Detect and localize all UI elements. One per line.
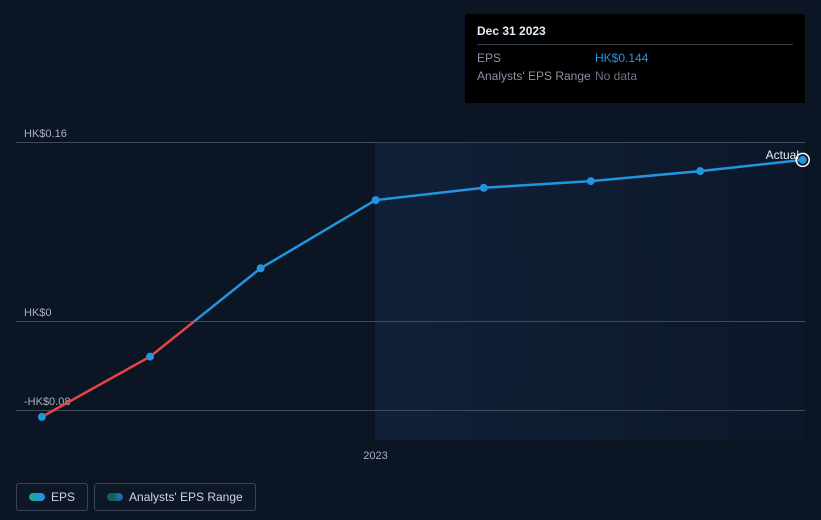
- eps-line-segment: [195, 160, 803, 321]
- legend-label: EPS: [51, 490, 75, 504]
- eps-data-point[interactable]: [372, 196, 380, 204]
- tooltip-row-value: HK$0.144: [595, 49, 648, 67]
- legend-item[interactable]: EPS: [16, 483, 88, 511]
- legend-swatch: [29, 493, 43, 501]
- eps-data-point[interactable]: [480, 184, 488, 192]
- eps-data-point[interactable]: [696, 167, 704, 175]
- tooltip-row: EPSHK$0.144: [477, 49, 793, 67]
- tooltip-row: Analysts' EPS RangeNo data: [477, 67, 793, 85]
- chart-legend: EPS Analysts' EPS Range: [16, 483, 256, 511]
- legend-swatch-dot: [37, 493, 45, 501]
- legend-item[interactable]: Analysts' EPS Range: [94, 483, 256, 511]
- tooltip-date: Dec 31 2023: [477, 22, 793, 45]
- tooltip-row-key: EPS: [477, 49, 595, 67]
- eps-line-segment: [42, 321, 195, 417]
- tooltip-row-value: No data: [595, 67, 637, 85]
- x-axis-label: 2023: [363, 450, 387, 462]
- eps-data-point[interactable]: [257, 264, 265, 272]
- chart-tooltip: Dec 31 2023 EPSHK$0.144Analysts' EPS Ran…: [465, 14, 805, 103]
- legend-swatch-dot: [115, 493, 123, 501]
- legend-label: Analysts' EPS Range: [129, 490, 243, 504]
- legend-swatch: [107, 493, 121, 501]
- eps-data-point[interactable]: [799, 156, 807, 164]
- tooltip-row-key: Analysts' EPS Range: [477, 67, 595, 85]
- eps-data-point[interactable]: [587, 177, 595, 185]
- eps-data-point[interactable]: [38, 413, 46, 421]
- eps-data-point[interactable]: [146, 353, 154, 361]
- actual-region-label: Actual: [766, 148, 799, 162]
